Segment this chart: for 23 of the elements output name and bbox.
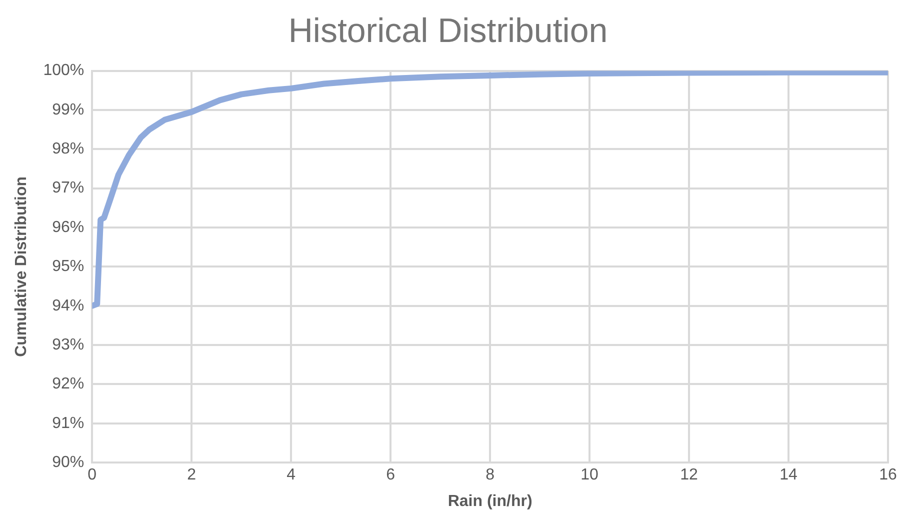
x-tick-label: 10 <box>580 466 599 484</box>
x-tick-label: 16 <box>879 466 897 484</box>
y-tick-label: 98% <box>52 140 84 158</box>
x-tick-label: 2 <box>187 466 196 484</box>
y-tick-label: 91% <box>52 414 84 432</box>
x-tick-label: 14 <box>780 466 798 484</box>
y-tick-label: 92% <box>52 376 84 393</box>
y-tick-label: 97% <box>52 180 84 197</box>
y-tick-label: 100% <box>43 62 84 80</box>
x-axis-title: Rain (in/hr) <box>448 492 532 510</box>
y-axis-title: Cumulative Distribution <box>13 176 30 357</box>
y-tick-label: 95% <box>52 258 84 276</box>
x-tick-label: 12 <box>680 466 698 484</box>
x-tick-label: 6 <box>386 466 396 484</box>
y-tick-label: 94% <box>52 297 84 314</box>
x-tick-label: 0 <box>88 466 97 484</box>
x-tick-label: 8 <box>486 466 495 484</box>
y-tick-label: 93% <box>52 336 84 354</box>
x-tick-label: 4 <box>286 466 296 484</box>
y-tick-label: 96% <box>52 218 84 236</box>
chart-title: Historical Distribution <box>288 12 608 50</box>
y-tick-label: 90% <box>52 454 84 472</box>
y-tick-label: 99% <box>52 101 84 118</box>
